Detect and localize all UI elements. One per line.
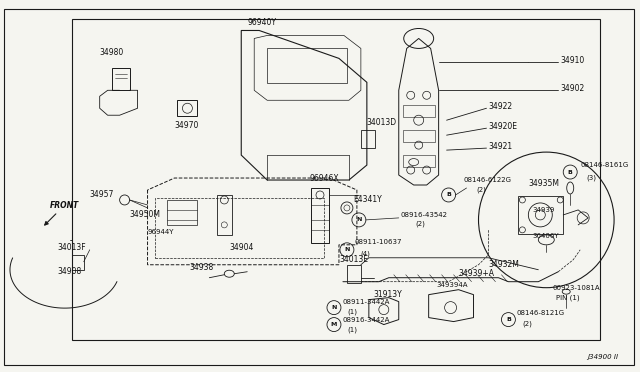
Text: (3): (3) [586,175,596,181]
Bar [154,198,324,258]
Text: 34921: 34921 [488,142,513,151]
Bar [72,255,84,270]
Text: 349394A: 349394A [436,282,468,288]
Text: 34013D: 34013D [367,118,397,127]
Text: 96946X: 96946X [309,173,339,183]
Text: 34970: 34970 [175,121,199,130]
Text: 08146-6122G: 08146-6122G [463,177,511,183]
Text: N: N [356,217,362,222]
Text: 34904: 34904 [229,243,253,252]
Text: N: N [332,305,337,310]
Bar [403,155,435,167]
Text: B: B [446,192,451,198]
Bar [267,48,347,83]
Text: 34013F: 34013F [58,243,86,252]
Text: 34902: 34902 [560,84,584,93]
Text: (2): (2) [522,320,532,327]
Text: J34900 II: J34900 II [587,355,618,360]
Text: (2): (2) [416,221,426,227]
Text: 08916-43542: 08916-43542 [401,212,448,218]
Bar [218,195,232,235]
Text: 34935M: 34935M [529,179,559,187]
Text: 34950M: 34950M [129,211,161,219]
Text: (2): (2) [477,187,486,193]
Text: 34957: 34957 [90,190,114,199]
Text: FRONT: FRONT [50,201,79,211]
Text: 08146-8121G: 08146-8121G [516,310,564,315]
Text: 34013E: 34013E [339,255,368,264]
Bar [311,188,329,243]
Text: 08146-8161G: 08146-8161G [580,162,628,168]
Bar [72,19,600,340]
Text: M: M [331,322,337,327]
Text: (1): (1) [347,308,357,315]
Text: 08911-3442A: 08911-3442A [343,299,390,305]
Text: 34932M: 34932M [488,260,519,269]
Bar [177,100,197,116]
Bar [361,130,375,148]
Text: 08911-10637: 08911-10637 [355,239,403,245]
Text: 34922: 34922 [488,102,513,111]
Text: (1): (1) [347,326,357,333]
Text: 34939: 34939 [532,207,555,213]
Text: 34980: 34980 [100,48,124,57]
Bar [111,68,129,90]
Text: 34939+A: 34939+A [459,269,495,278]
Text: 34938: 34938 [189,263,214,272]
Bar [518,196,563,234]
Text: 96940Y: 96940Y [247,18,276,27]
Text: 34920E: 34920E [488,122,518,131]
Text: 36406Y: 36406Y [532,233,559,239]
Bar [168,200,197,225]
Text: 08916-3442A: 08916-3442A [343,317,390,323]
Bar [403,105,435,117]
Bar [403,130,435,142]
Text: E4341Y: E4341Y [353,195,381,205]
Text: 34910: 34910 [560,56,584,65]
Text: 34908: 34908 [58,267,82,276]
Text: (4): (4) [361,250,371,257]
Text: N: N [344,247,349,252]
Text: B: B [506,317,511,322]
Text: 31913Y: 31913Y [374,290,403,299]
Text: B: B [568,170,573,174]
Text: 96944Y: 96944Y [148,229,174,235]
Bar [347,265,361,283]
Text: 00923-1081A: 00923-1081A [552,285,600,291]
Text: PIN (1): PIN (1) [556,294,580,301]
